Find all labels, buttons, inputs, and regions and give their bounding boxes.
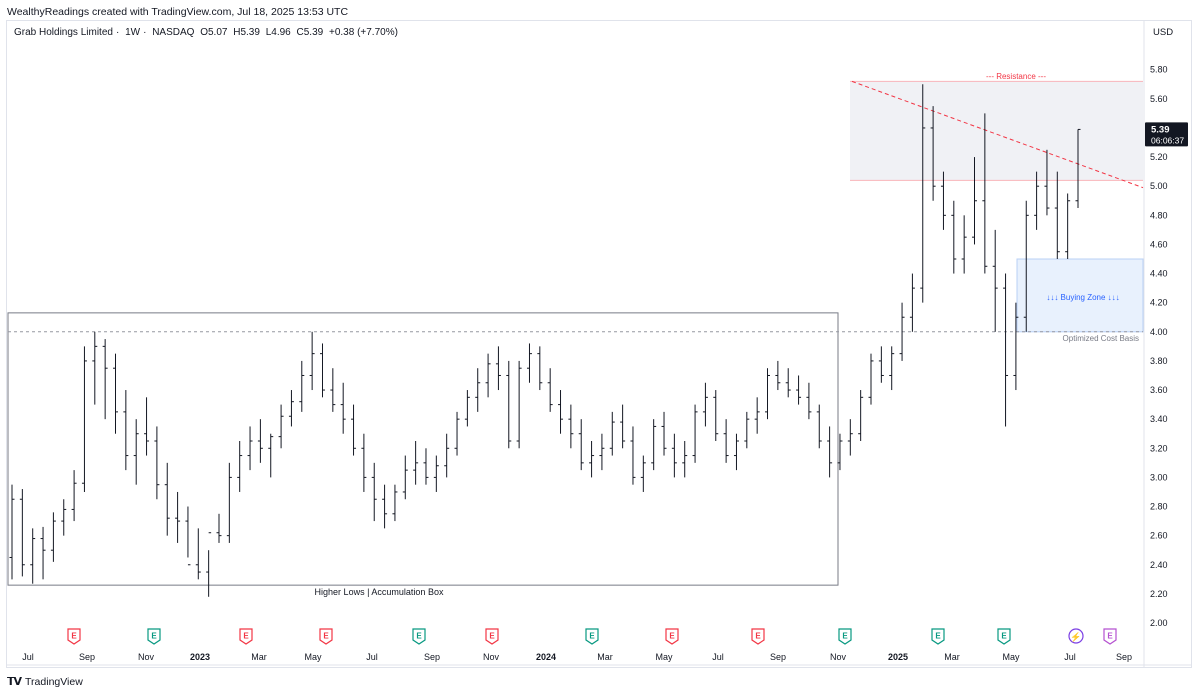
y-tick-label: 3.20 [1150, 443, 1168, 453]
earnings-marker-label: E [151, 632, 157, 641]
resistance-zone [850, 81, 1143, 181]
last-price-countdown: 06:06:37 [1151, 135, 1184, 145]
y-tick-label: 2.60 [1150, 531, 1168, 541]
x-tick-label: 2025 [888, 652, 908, 662]
earnings-marker-icon[interactable] [67, 628, 81, 645]
y-tick-label: 3.40 [1150, 414, 1168, 424]
earnings-marker-label: E [669, 632, 675, 641]
y-tick-label: 3.00 [1150, 472, 1168, 482]
symbol-exchange: NASDAQ [152, 27, 195, 38]
y-tick-label: 4.40 [1150, 269, 1168, 279]
chart-caption: WealthyReadings created with TradingView… [7, 6, 349, 18]
y-tick-label: 3.60 [1150, 385, 1168, 395]
y-tick-label: 5.00 [1150, 181, 1168, 191]
y-tick-label: 4.00 [1150, 327, 1168, 337]
ohlc-open: O5.07 [200, 27, 228, 38]
x-tick-label: Mar [597, 652, 613, 662]
x-tick-label: May [655, 652, 673, 662]
x-tick-label: Jul [366, 652, 378, 662]
earnings-marker-icon[interactable] [239, 628, 253, 645]
x-tick-label: May [1002, 652, 1020, 662]
accumulation-box [7, 312, 839, 586]
tradingview-logo-icon: 𝗧𝗩 [7, 676, 22, 688]
last-price-value: 5.39 [1151, 124, 1170, 135]
x-tick-label: Sep [424, 652, 440, 662]
x-tick-label: Sep [1116, 652, 1132, 662]
dividend-marker-icon[interactable] [1068, 628, 1084, 644]
symbol-interval: 1W [125, 27, 141, 38]
symbol-name: Grab Holdings Limited [14, 27, 113, 38]
earnings-marker-label: E [323, 632, 329, 641]
earnings-marker-icon[interactable] [665, 628, 679, 645]
cost-basis-label: Optimized Cost Basis [1063, 334, 1139, 343]
accumulation-box-label: Higher Lows | Accumulation Box [315, 587, 444, 597]
y-tick-label: 4.60 [1150, 239, 1168, 249]
y-tick-label: 2.20 [1150, 589, 1168, 599]
x-tick-label: Jul [22, 652, 34, 662]
earnings-marker-label: E [489, 632, 495, 641]
footer-brand: 𝗧𝗩 TradingView [7, 675, 83, 689]
y-tick-label: 4.20 [1150, 298, 1168, 308]
earnings-marker-label: ⚡ [1070, 631, 1081, 643]
x-tick-label: Sep [770, 652, 786, 662]
ohlc-low: L4.96 [265, 27, 291, 38]
x-tick-label: 2024 [536, 652, 556, 662]
footer-brand-text: TradingView [25, 675, 83, 688]
x-tick-label: Mar [944, 652, 960, 662]
y-tick-label: 2.00 [1150, 618, 1168, 628]
chart-frame [6, 20, 1192, 668]
buying-zone-label: ↓↓↓ Buying Zone ↓↓↓ [1046, 293, 1119, 302]
symbol-legend[interactable]: Grab Holdings Limited · 1W · NASDAQ O5.07 … [14, 27, 398, 38]
resistance-label: --- Resistance --- [986, 72, 1046, 81]
earnings-marker-icon[interactable] [997, 628, 1011, 645]
earnings-marker-label: E [1107, 632, 1113, 641]
earnings-marker-icon[interactable] [485, 628, 499, 645]
ohlc-change: +0.38 (+7.70%) [328, 27, 398, 38]
x-tick-label: Jul [712, 652, 724, 662]
resistance-trendline [851, 80, 1144, 189]
buying-zone [1016, 258, 1144, 333]
x-tick-label: Sep [79, 652, 95, 662]
y-tick-label: 2.80 [1150, 502, 1168, 512]
earnings-marker-label: E [589, 632, 595, 641]
currency-label[interactable]: USD [1153, 27, 1174, 38]
earnings-marker-icon[interactable] [147, 628, 161, 645]
earnings-marker-icon[interactable] [319, 628, 333, 645]
y-tick-label: 5.20 [1150, 152, 1168, 162]
x-tick-label: Mar [251, 652, 267, 662]
x-tick-label: Nov [830, 652, 847, 662]
x-tick-label: Jul [1064, 652, 1076, 662]
last-price-badge [1145, 122, 1188, 147]
ohlc-high: H5.39 [233, 27, 260, 38]
y-tick-label: 5.80 [1150, 65, 1168, 75]
y-tick-label: 4.80 [1150, 210, 1168, 220]
earnings-marker-icon[interactable] [585, 628, 599, 645]
y-tick-label: 3.80 [1150, 356, 1168, 366]
earnings-marker-label: E [842, 632, 848, 641]
earnings-marker-icon[interactable] [412, 628, 426, 645]
x-tick-label: Nov [138, 652, 155, 662]
earnings-marker-label: E [935, 632, 941, 641]
earnings-marker-label: E [243, 632, 249, 641]
earnings-marker-label: E [416, 632, 422, 641]
earnings-marker-label: E [755, 632, 761, 641]
earnings-marker-icon[interactable] [751, 628, 765, 645]
x-tick-label: 2023 [190, 652, 210, 662]
y-tick-label: 2.40 [1150, 560, 1168, 570]
earnings-marker-icon[interactable] [838, 628, 852, 645]
x-tick-label: May [304, 652, 322, 662]
y-tick-label: 5.60 [1150, 94, 1168, 104]
x-tick-label: Nov [483, 652, 500, 662]
earnings-marker-label: E [71, 632, 77, 641]
earnings-marker-icon[interactable] [1103, 628, 1117, 645]
earnings-marker-icon[interactable] [931, 628, 945, 645]
ohlc-close: C5.39 [296, 27, 324, 38]
earnings-marker-label: E [1001, 632, 1007, 641]
